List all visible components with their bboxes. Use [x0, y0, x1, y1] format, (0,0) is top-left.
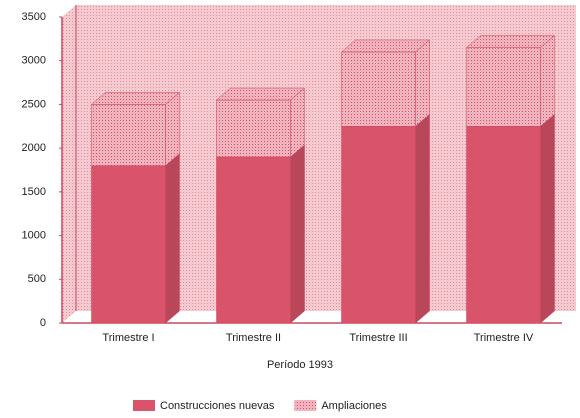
bar-side — [165, 91, 180, 167]
bar-top — [340, 39, 431, 53]
legend-label: Ampliaciones — [321, 400, 387, 412]
legend-label: Construcciones nuevas — [160, 400, 275, 412]
x-axis-label: Período 1993 — [267, 359, 333, 371]
y-tick-label: 2000 — [22, 142, 46, 154]
bar — [341, 51, 416, 127]
x-tick-label: Trimestre I — [102, 332, 154, 344]
bar — [466, 47, 541, 127]
bar — [216, 99, 291, 158]
bar-side — [415, 39, 430, 127]
bar — [91, 104, 166, 166]
bar — [341, 126, 416, 324]
plot-wall — [62, 5, 576, 323]
bar-top — [465, 35, 556, 48]
x-tick-label: Trimestre IV — [474, 332, 534, 344]
y-tick-label: 1500 — [22, 186, 46, 198]
y-tick-label: 0 — [40, 317, 46, 329]
bar — [466, 126, 541, 324]
bar-side — [540, 113, 555, 324]
bar — [91, 165, 166, 324]
y-tick-label: 3000 — [22, 55, 46, 67]
y-tick-label: 3500 — [22, 11, 46, 23]
bar-side — [290, 144, 305, 324]
legend-swatch — [133, 400, 155, 411]
bar-side — [540, 35, 555, 127]
x-tick-label: Trimestre III — [349, 332, 407, 344]
y-tick-label: 2500 — [22, 98, 46, 110]
bar-side — [165, 153, 180, 324]
bar-side — [415, 113, 430, 324]
bar-top — [90, 92, 181, 105]
x-tick-label: Trimestre II — [226, 332, 281, 344]
legend-swatch — [294, 400, 317, 411]
y-tick-label: 1000 — [22, 229, 46, 241]
bar — [216, 156, 291, 324]
bar-top — [215, 87, 306, 101]
y-tick-label: 500 — [28, 273, 46, 285]
